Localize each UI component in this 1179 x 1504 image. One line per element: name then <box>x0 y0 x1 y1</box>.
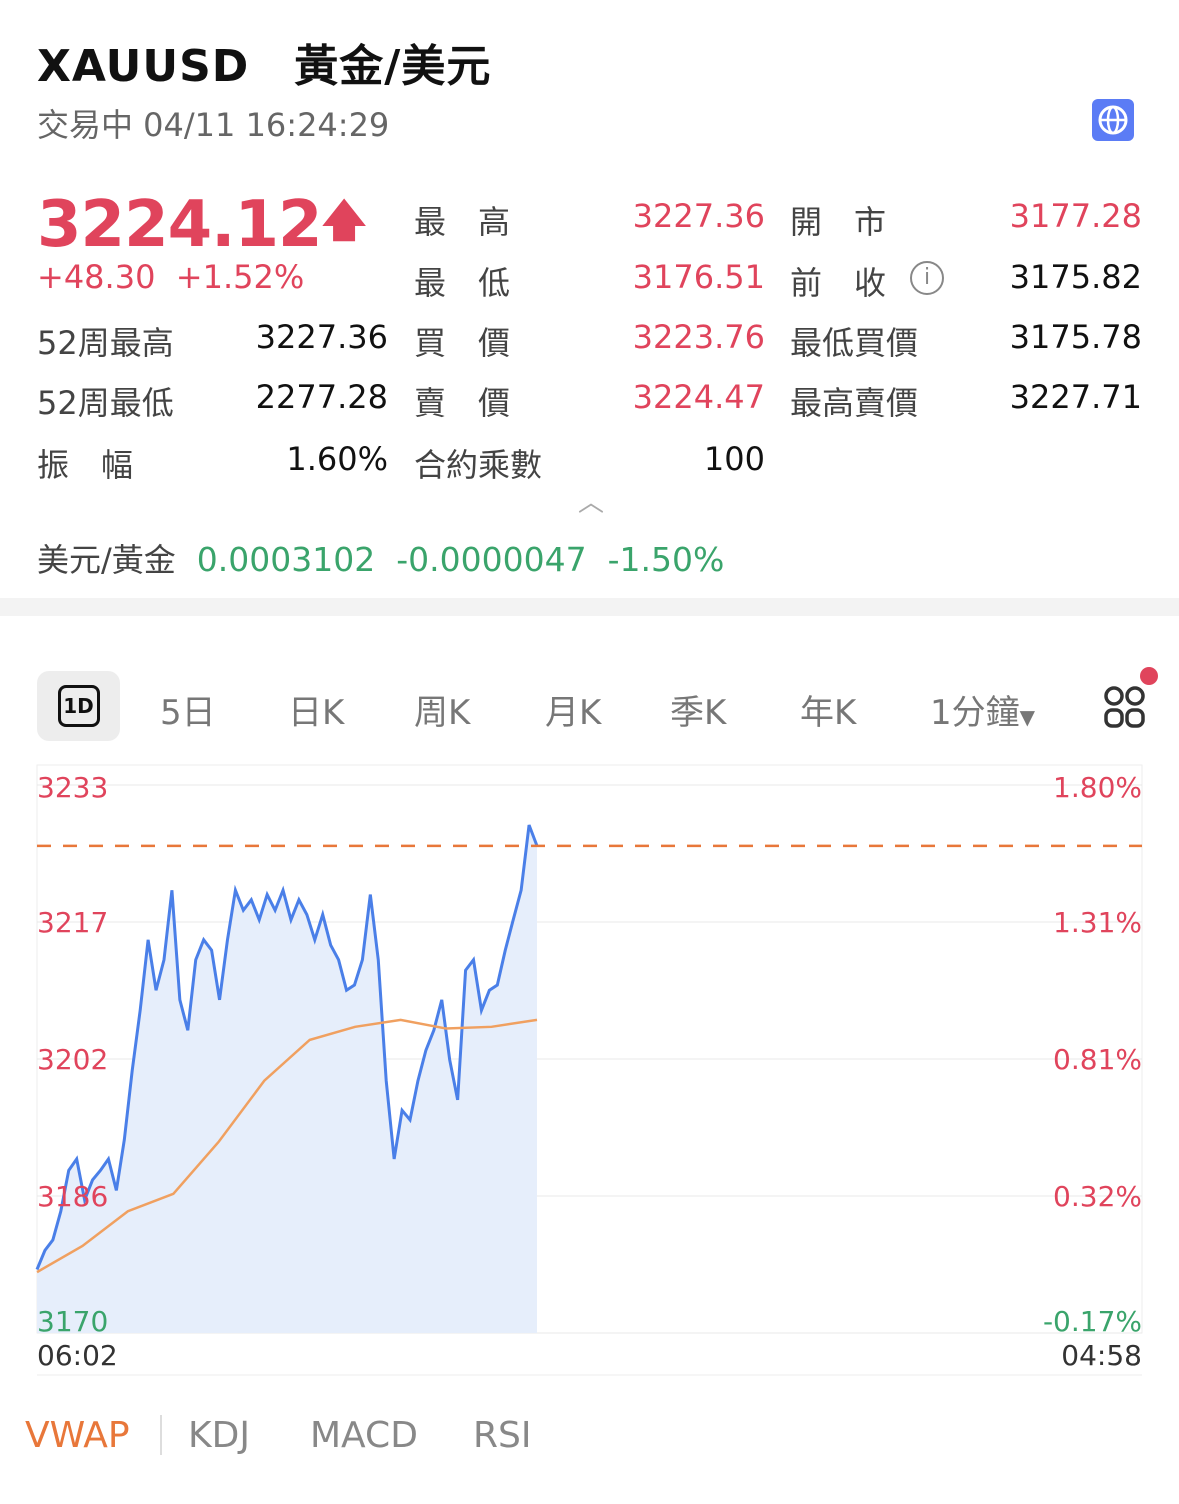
field-label: 最 高 <box>414 203 511 241</box>
tab-quarterly-k[interactable]: 季K <box>670 693 727 733</box>
field-label: 最 低 <box>414 264 511 302</box>
indicator-macd[interactable]: MACD <box>310 1415 418 1456</box>
collapse-chevron-icon[interactable]: ︿ <box>578 488 605 518</box>
field-value: 2277.28 <box>255 378 388 416</box>
vwap-line <box>36 1018 538 1274</box>
tab-monthly-k[interactable]: 月K <box>545 693 602 733</box>
tab-1min-dropdown[interactable]: 1分鐘▼ <box>930 693 1036 733</box>
field-value: 3227.71 <box>1009 378 1142 416</box>
field-value: 3175.82 <box>1009 258 1142 296</box>
caret-down-icon: ▼ <box>1019 705 1036 729</box>
field-label: 買 價 <box>414 324 511 362</box>
y-tick-label: 3186 <box>37 1180 108 1213</box>
price-line <box>35 824 539 1271</box>
indicator-vwap[interactable]: VWAP <box>25 1415 130 1456</box>
field-label: 合約乘數 <box>414 446 543 484</box>
field-value: 100 <box>703 440 765 478</box>
field-label: 52周最高 <box>37 324 174 362</box>
trading-status: 交易中 04/11 16:24:29 <box>37 106 390 144</box>
field-value: 3176.51 <box>632 258 765 296</box>
divider <box>160 1415 162 1455</box>
x-tick-label: 04:58 <box>1061 1339 1142 1372</box>
y-tick-label: 3233 <box>37 771 108 804</box>
field-value: 3227.36 <box>255 318 388 356</box>
field-label: 振 幅 <box>37 446 134 484</box>
price-area <box>37 825 537 1333</box>
field-value: 1.60% <box>286 440 388 478</box>
info-icon[interactable]: i <box>910 261 944 295</box>
pct-tick-label: 0.81% <box>1053 1043 1142 1076</box>
field-value: 3227.36 <box>632 197 765 235</box>
field-label: 前 收 <box>790 264 887 302</box>
last-price: 3224.12🡅 <box>37 188 367 262</box>
field-label: 賣 價 <box>414 384 511 422</box>
field-value: 3223.76 <box>632 318 765 356</box>
pct-tick-label: -0.17% <box>1043 1305 1142 1338</box>
y-tick-label: 3202 <box>37 1043 108 1076</box>
field-label: 52周最低 <box>37 384 174 422</box>
page-title: XAUUSD 黃金/美元 <box>37 41 492 92</box>
indicator-rsi[interactable]: RSI <box>473 1415 532 1456</box>
field-label: 最低買價 <box>790 324 919 362</box>
y-tick-label: 3170 <box>37 1305 108 1338</box>
price-change: +48.30 +1.52% <box>37 258 305 296</box>
tab-daily-k[interactable]: 日K <box>288 693 345 733</box>
tab-1d[interactable]: 1D <box>37 671 120 741</box>
field-value: 3177.28 <box>1009 197 1142 235</box>
pct-tick-label: 1.80% <box>1053 771 1142 804</box>
field-label: 最高賣價 <box>790 384 919 422</box>
x-tick-label: 06:02 <box>37 1339 118 1372</box>
intraday-chart[interactable]: 3233 3217 3202 3186 3170 1.80% 1.31% 0.81% 0.32%… <box>0 760 1179 1380</box>
globe-icon[interactable] <box>1092 99 1134 141</box>
field-value: 3175.78 <box>1009 318 1142 356</box>
tab-yearly-k[interactable]: 年K <box>800 693 857 733</box>
up-arrow-icon: 🡅 <box>321 195 367 246</box>
indicator-kdj[interactable]: KDJ <box>188 1415 250 1456</box>
notification-dot <box>1140 667 1158 685</box>
divider <box>0 598 1179 616</box>
pct-tick-label: 1.31% <box>1053 906 1142 939</box>
field-value: 3224.47 <box>632 378 765 416</box>
tab-5d[interactable]: 5日 <box>160 693 216 733</box>
field-label: 開 市 <box>790 203 887 241</box>
tab-weekly-k[interactable]: 周K <box>414 693 471 733</box>
pct-tick-label: 0.32% <box>1053 1180 1142 1213</box>
grid-menu-icon[interactable] <box>1104 686 1146 732</box>
y-tick-label: 3217 <box>37 906 108 939</box>
inverse-quote: 美元/黃金 0.0003102 -0.0000047 -1.50% <box>37 540 725 579</box>
